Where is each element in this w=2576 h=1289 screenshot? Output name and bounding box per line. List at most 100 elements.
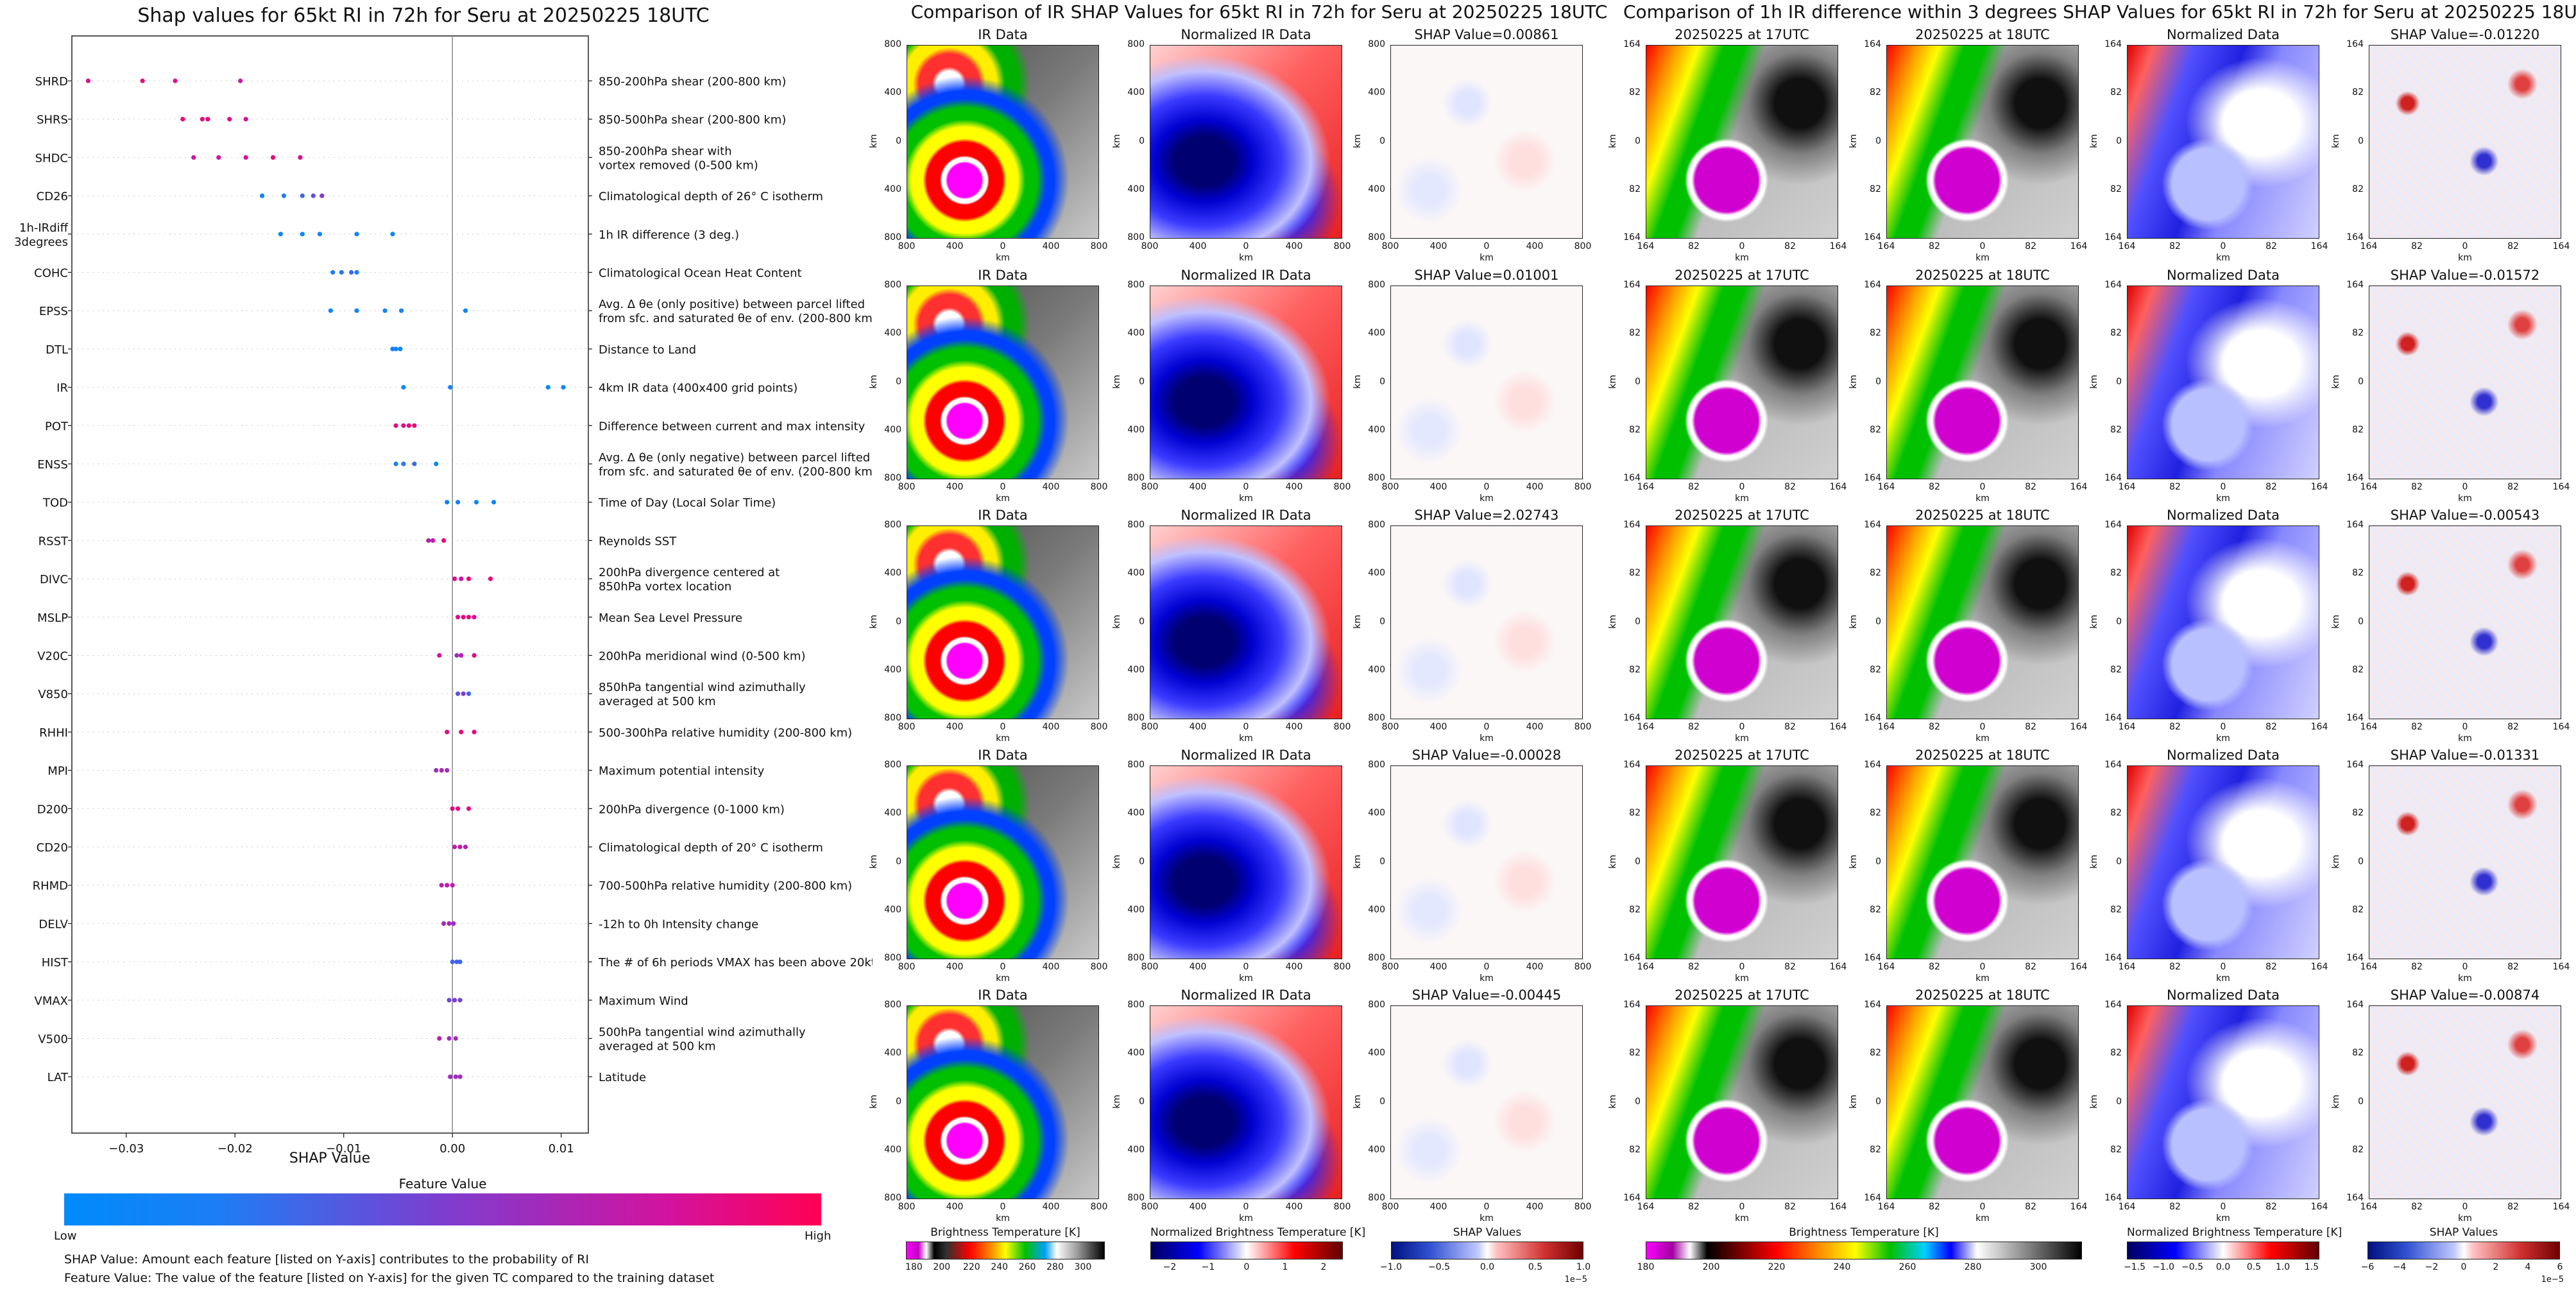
colorbar-tick-label: 2 (1320, 1262, 1327, 1272)
y-tick-label: 82 (2352, 184, 2364, 194)
feature-code-label: 3degrees (14, 235, 68, 249)
y-tick-label: 164 (1864, 953, 1881, 963)
shap-point (461, 615, 466, 620)
feature-code-label: CD20 (37, 841, 68, 855)
x-tick-label: 82 (1929, 482, 1940, 492)
y-tick-label: 164 (1864, 1000, 1881, 1010)
x-tick-label: 164 (2310, 1202, 2328, 1212)
feature-value-colorbar (64, 1193, 821, 1225)
image-panel: IR Data 800 400 0 400 800 800 400 0 400 800 km km (869, 987, 1107, 1224)
feature-desc-label: Distance to Land (599, 343, 696, 357)
x-tick-label: 400 (946, 1202, 964, 1212)
y-tick-label: 164 (2346, 280, 2364, 290)
y-tick-label: 164 (1623, 232, 1641, 243)
shap-point (466, 806, 472, 811)
y-tick-label: 164 (2346, 39, 2364, 49)
panel-title: SHAP Value=-0.00874 (2390, 987, 2540, 1003)
x-tick-label: 0.01 (549, 1142, 574, 1156)
feature-desc-label: -12h to 0h Intensity change (599, 918, 758, 931)
x-tick-label: 82 (1929, 962, 1940, 972)
feature-code-label: ENSS (37, 458, 68, 472)
y-tick-label: 800 (884, 520, 901, 530)
x-tick-label: 400 (1042, 482, 1060, 492)
feature-desc-label: Climatological depth of 20° C isotherm (599, 841, 823, 855)
x-axis-label: km (2458, 253, 2472, 263)
x-tick-label: 0 (2220, 482, 2226, 492)
x-tick-label: 800 (1141, 962, 1159, 972)
colorbar-tick-label: 300 (2029, 1262, 2047, 1272)
x-tick-label: −0.01 (326, 1142, 361, 1156)
ir-section-title: Comparison of IR SHAP Values for 65kt RI… (910, 1, 1608, 22)
panel-title: 20250225 at 18UTC (1915, 747, 2050, 763)
y-tick-label: 82 (2352, 904, 2364, 915)
x-tick-label: 82 (1784, 482, 1796, 492)
y-tick-label: 0 (896, 135, 901, 146)
colorbar-tick-label: 200 (1702, 1262, 1720, 1272)
x-tick-label: 82 (2025, 962, 2036, 972)
x-tick-label: 164 (2070, 1202, 2088, 1212)
y-tick-label: 82 (1629, 1144, 1641, 1155)
shap-point (354, 232, 359, 237)
x-axis-label: km (1975, 733, 1990, 744)
y-tick-label: 400 (1127, 184, 1145, 194)
y-tick-label: 800 (884, 760, 901, 770)
shap-point (459, 730, 464, 735)
shap-point (401, 423, 406, 428)
x-tick-label: 0 (1000, 722, 1006, 732)
feature-code-label: MPI (47, 765, 68, 778)
colorbar-tick-label: 260 (1018, 1262, 1036, 1272)
feature-desc-label: 850hPa vortex location (599, 580, 731, 593)
shap-point (200, 117, 205, 122)
feature-row: V500 500hPa tangential wind azimuthallyav… (38, 1026, 806, 1054)
panel-title: 20250225 at 18UTC (1915, 268, 2050, 283)
feature-desc-label: from sfc. and saturated θe of env. (200-… (599, 312, 873, 325)
y-tick-label: 400 (884, 424, 901, 435)
y-axis-label: km (2088, 1095, 2099, 1109)
shap-point (390, 232, 395, 237)
y-tick-label: 0 (2116, 1096, 2122, 1107)
x-tick-label: 0 (1979, 1202, 1986, 1212)
shap-point (393, 461, 398, 466)
panel-title: IR Data (978, 987, 1028, 1003)
feature-desc-label: 500hPa tangential wind azimuthally (599, 1026, 806, 1039)
shap-point (456, 615, 461, 620)
shap-point (180, 117, 185, 122)
feature-row: TOD Time of Day (Local Solar Time) (42, 497, 776, 510)
image-panel: SHAP Value=-0.01572 164 82 0 82 164 164 82 0 82 16… (2331, 268, 2570, 504)
shap-point (491, 500, 497, 505)
colorbar: Brightness Temperature [K] 180 200 220 240 26… (1637, 1226, 2082, 1272)
x-tick-label: 400 (1042, 1202, 1060, 1212)
feature-desc-label: Maximum potential intensity (599, 765, 765, 778)
panel-image (1390, 45, 1583, 239)
x-tick-label: 82 (2507, 1202, 2519, 1212)
shap-point (437, 1036, 442, 1041)
x-tick-label: 800 (1141, 1202, 1159, 1212)
y-tick-label: 82 (2110, 1144, 2122, 1155)
panel-title: 20250225 at 17UTC (1675, 508, 1809, 523)
x-tick-label: 164 (1877, 482, 1895, 492)
image-panel: 20250225 at 18UTC 164 82 0 82 164 164 82 0 82 164 k… (1848, 508, 2087, 744)
feature-row: CD20 Climatological depth of 20° C isothe… (37, 841, 823, 855)
colorbar-tick-label: 220 (962, 1262, 980, 1272)
x-tick-label: 82 (1688, 241, 1700, 252)
y-tick-label: 164 (1623, 1000, 1641, 1010)
x-tick-label: 0 (2220, 962, 2226, 972)
panel-image (2127, 765, 2319, 959)
y-tick-label: 0 (1139, 616, 1145, 627)
y-tick-label: 82 (1870, 87, 1881, 98)
x-tick-label: 0 (1979, 241, 1986, 252)
shap-point (545, 385, 550, 390)
x-tick-label: 400 (946, 482, 964, 492)
y-axis-label: km (1848, 615, 1859, 629)
y-tick-label: 164 (2346, 1193, 2364, 1203)
y-axis-label: km (2330, 134, 2341, 148)
y-tick-label: 82 (1870, 568, 1881, 579)
x-tick-label: 800 (1141, 722, 1159, 732)
y-tick-label: 82 (1870, 664, 1881, 675)
x-tick-label: 800 (1333, 241, 1351, 252)
y-tick-label: 800 (1368, 1193, 1385, 1203)
panel-image (1886, 45, 2079, 239)
y-tick-label: 164 (2104, 1193, 2122, 1203)
x-axis-label: km (1480, 973, 1494, 984)
shap-point (445, 768, 450, 773)
